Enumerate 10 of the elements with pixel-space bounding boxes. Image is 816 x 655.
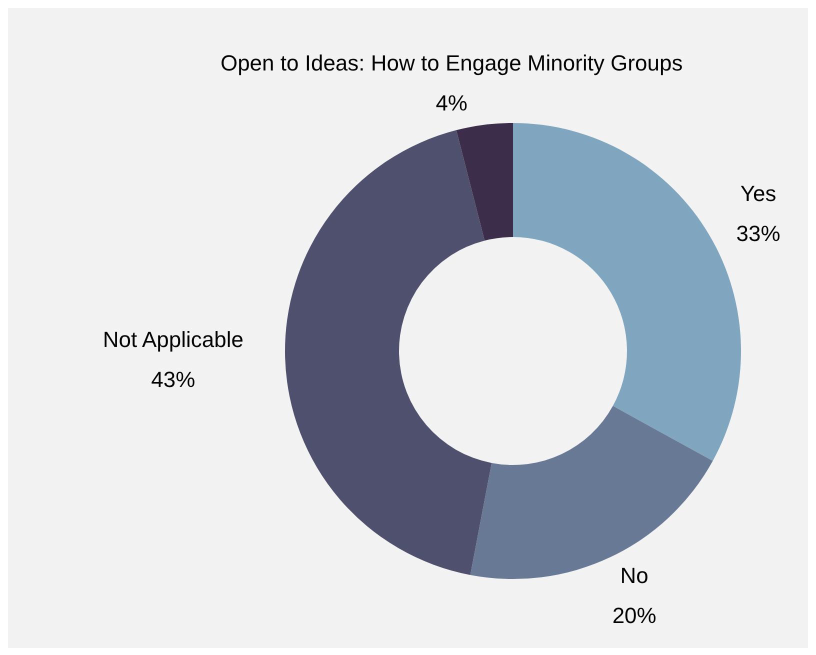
slice-label: Open to Ideas: How to Engage Minority Groups [220,50,683,76]
slice-label: Not Applicable [102,326,244,352]
slice-label: Yes [740,181,776,206]
slice-label: No [620,562,648,588]
data-label: 33% [736,221,780,246]
donut-slice [456,123,513,241]
data-label: 20% [612,602,656,628]
data-label: 43% [151,366,196,392]
data-label: 4% [436,90,468,116]
donut-slice [285,130,492,575]
